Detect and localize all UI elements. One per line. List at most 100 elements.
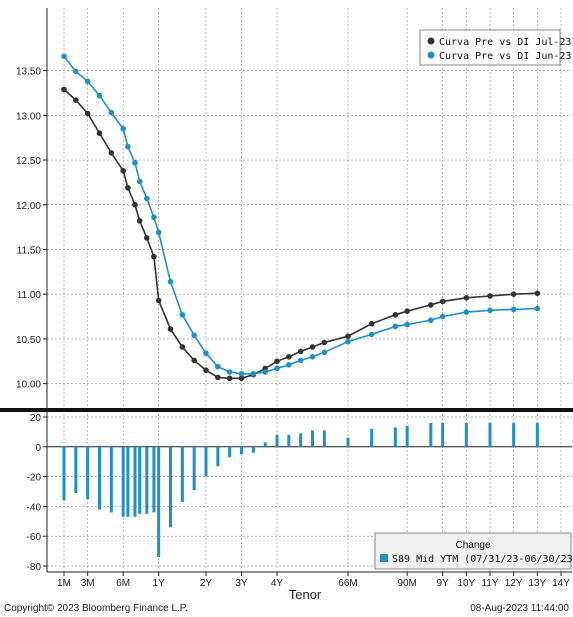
point-jul-23 xyxy=(61,86,67,93)
change-bar xyxy=(74,446,78,493)
y-tick-label-bottom: 0 xyxy=(35,443,41,454)
change-bar xyxy=(204,446,208,477)
change-bar xyxy=(370,428,374,447)
x-tick-label: 14Y xyxy=(552,578,570,589)
point-jul-23 xyxy=(96,130,103,137)
point-jun-23 xyxy=(510,306,517,313)
point-jun-23 xyxy=(73,68,79,75)
line-jun-23 xyxy=(63,55,538,375)
x-tick-label: 13Y xyxy=(528,578,546,589)
legend-label-jul: Curva Pre vs DI Jul-23 xyxy=(439,37,571,48)
point-jun-23 xyxy=(61,53,67,60)
point-jul-23 xyxy=(368,320,375,327)
curve-lines xyxy=(61,53,541,382)
change-bar xyxy=(441,422,445,447)
change-bar xyxy=(98,446,101,510)
point-jun-23 xyxy=(120,125,126,132)
point-jun-23 xyxy=(286,362,292,368)
change-bar xyxy=(488,422,492,447)
y-tick-label-bottom: -60 xyxy=(27,532,42,543)
y-tick-label-bottom: 20 xyxy=(30,413,42,424)
point-jul-23 xyxy=(439,298,446,305)
x-tick-label: 1Y xyxy=(153,578,166,589)
y-tick-label-bottom: -40 xyxy=(27,502,42,513)
change-bar xyxy=(322,430,326,447)
change-bar xyxy=(216,446,220,467)
point-jul-23 xyxy=(309,344,316,350)
change-bar xyxy=(86,446,90,499)
change-bar xyxy=(240,446,243,455)
point-jul-23 xyxy=(167,326,174,332)
change-bar xyxy=(133,446,137,517)
change-bar xyxy=(180,446,184,502)
point-jun-23 xyxy=(321,349,328,356)
x-tick-label: 3M xyxy=(81,578,95,589)
change-bar xyxy=(393,427,397,447)
point-jul-23 xyxy=(125,184,131,191)
change-bar xyxy=(405,425,409,447)
change-bar xyxy=(152,446,156,513)
x-tick-label: 12Y xyxy=(505,578,523,589)
change-bar xyxy=(275,434,279,447)
bottom-legend: Change S89 Mid YTM (07/31/23-06/30/23) xyxy=(374,532,573,570)
point-jul-23 xyxy=(487,293,493,299)
change-bar xyxy=(169,446,172,528)
copyright-text: Copyright© 2023 Bloomberg Finance L.P. xyxy=(4,603,188,614)
point-jun-23 xyxy=(151,214,157,221)
change-bar xyxy=(512,422,516,447)
y-tick-label-bottom: -80 xyxy=(27,562,42,573)
point-jun-23 xyxy=(463,309,470,315)
point-jun-23 xyxy=(167,278,174,285)
point-jul-23 xyxy=(345,333,351,340)
point-jun-23 xyxy=(179,311,186,318)
point-jul-23 xyxy=(215,374,221,381)
top-y-axis: 13.50 13.00 12.50 12.00 11.50 11.00 10.50 10.00 xyxy=(16,67,47,391)
timestamp-text: 08-Aug-2023 11:44:00 xyxy=(470,603,569,614)
x-tick-label: 90M xyxy=(397,578,416,589)
x-tick-label: 4Y xyxy=(271,578,284,589)
point-jul-23 xyxy=(297,348,304,355)
x-tick-label: 11Y xyxy=(481,578,498,589)
change-bar xyxy=(311,430,314,447)
line-jul-23 xyxy=(63,88,538,380)
change-bar xyxy=(299,433,303,447)
point-jun-23 xyxy=(191,332,197,339)
point-jul-23 xyxy=(534,290,541,297)
point-jul-23 xyxy=(286,354,292,360)
x-axis-title: Tenor xyxy=(289,587,322,602)
point-jul-23 xyxy=(151,253,157,260)
change-bar xyxy=(535,422,539,447)
legend-marker-change xyxy=(380,554,388,562)
point-jul-23 xyxy=(226,375,233,382)
legend-label-change: S89 Mid YTM (07/31/23-06/30/23) xyxy=(392,554,573,565)
change-bar xyxy=(126,446,130,517)
change-bar xyxy=(346,437,350,447)
x-tick-label: 6M xyxy=(116,578,130,589)
change-bars xyxy=(62,422,539,558)
change-bar xyxy=(145,446,149,514)
legend-marker-jun xyxy=(427,51,435,59)
point-jun-23 xyxy=(297,357,304,364)
point-jun-23 xyxy=(404,321,410,328)
x-tick-label: 9Y xyxy=(437,578,450,589)
top-plot-area xyxy=(47,8,572,410)
point-jul-23 xyxy=(510,291,517,298)
x-tick-label: 66M xyxy=(338,578,357,589)
point-jul-23 xyxy=(84,110,91,117)
y-tick-label-top: 13.00 xyxy=(16,111,41,122)
point-jul-23 xyxy=(136,218,143,224)
point-jun-23 xyxy=(132,159,138,166)
point-jun-23 xyxy=(84,78,91,85)
x-axis: 1M 3M 6M 1Y 2Y 3Y 4Y 66M 90M 9Y 10Y 11Y 12Y 13Y 14Y xyxy=(57,572,570,589)
point-jul-23 xyxy=(392,311,399,318)
point-jul-23 xyxy=(179,344,186,350)
change-bar xyxy=(62,446,66,501)
point-jun-23 xyxy=(238,371,245,377)
point-jun-23 xyxy=(250,371,257,377)
point-jun-23 xyxy=(487,307,493,314)
point-jul-23 xyxy=(132,201,138,208)
change-bar xyxy=(109,446,113,513)
point-jul-23 xyxy=(238,375,245,382)
point-jun-23 xyxy=(226,369,233,375)
change-bar xyxy=(192,446,196,491)
